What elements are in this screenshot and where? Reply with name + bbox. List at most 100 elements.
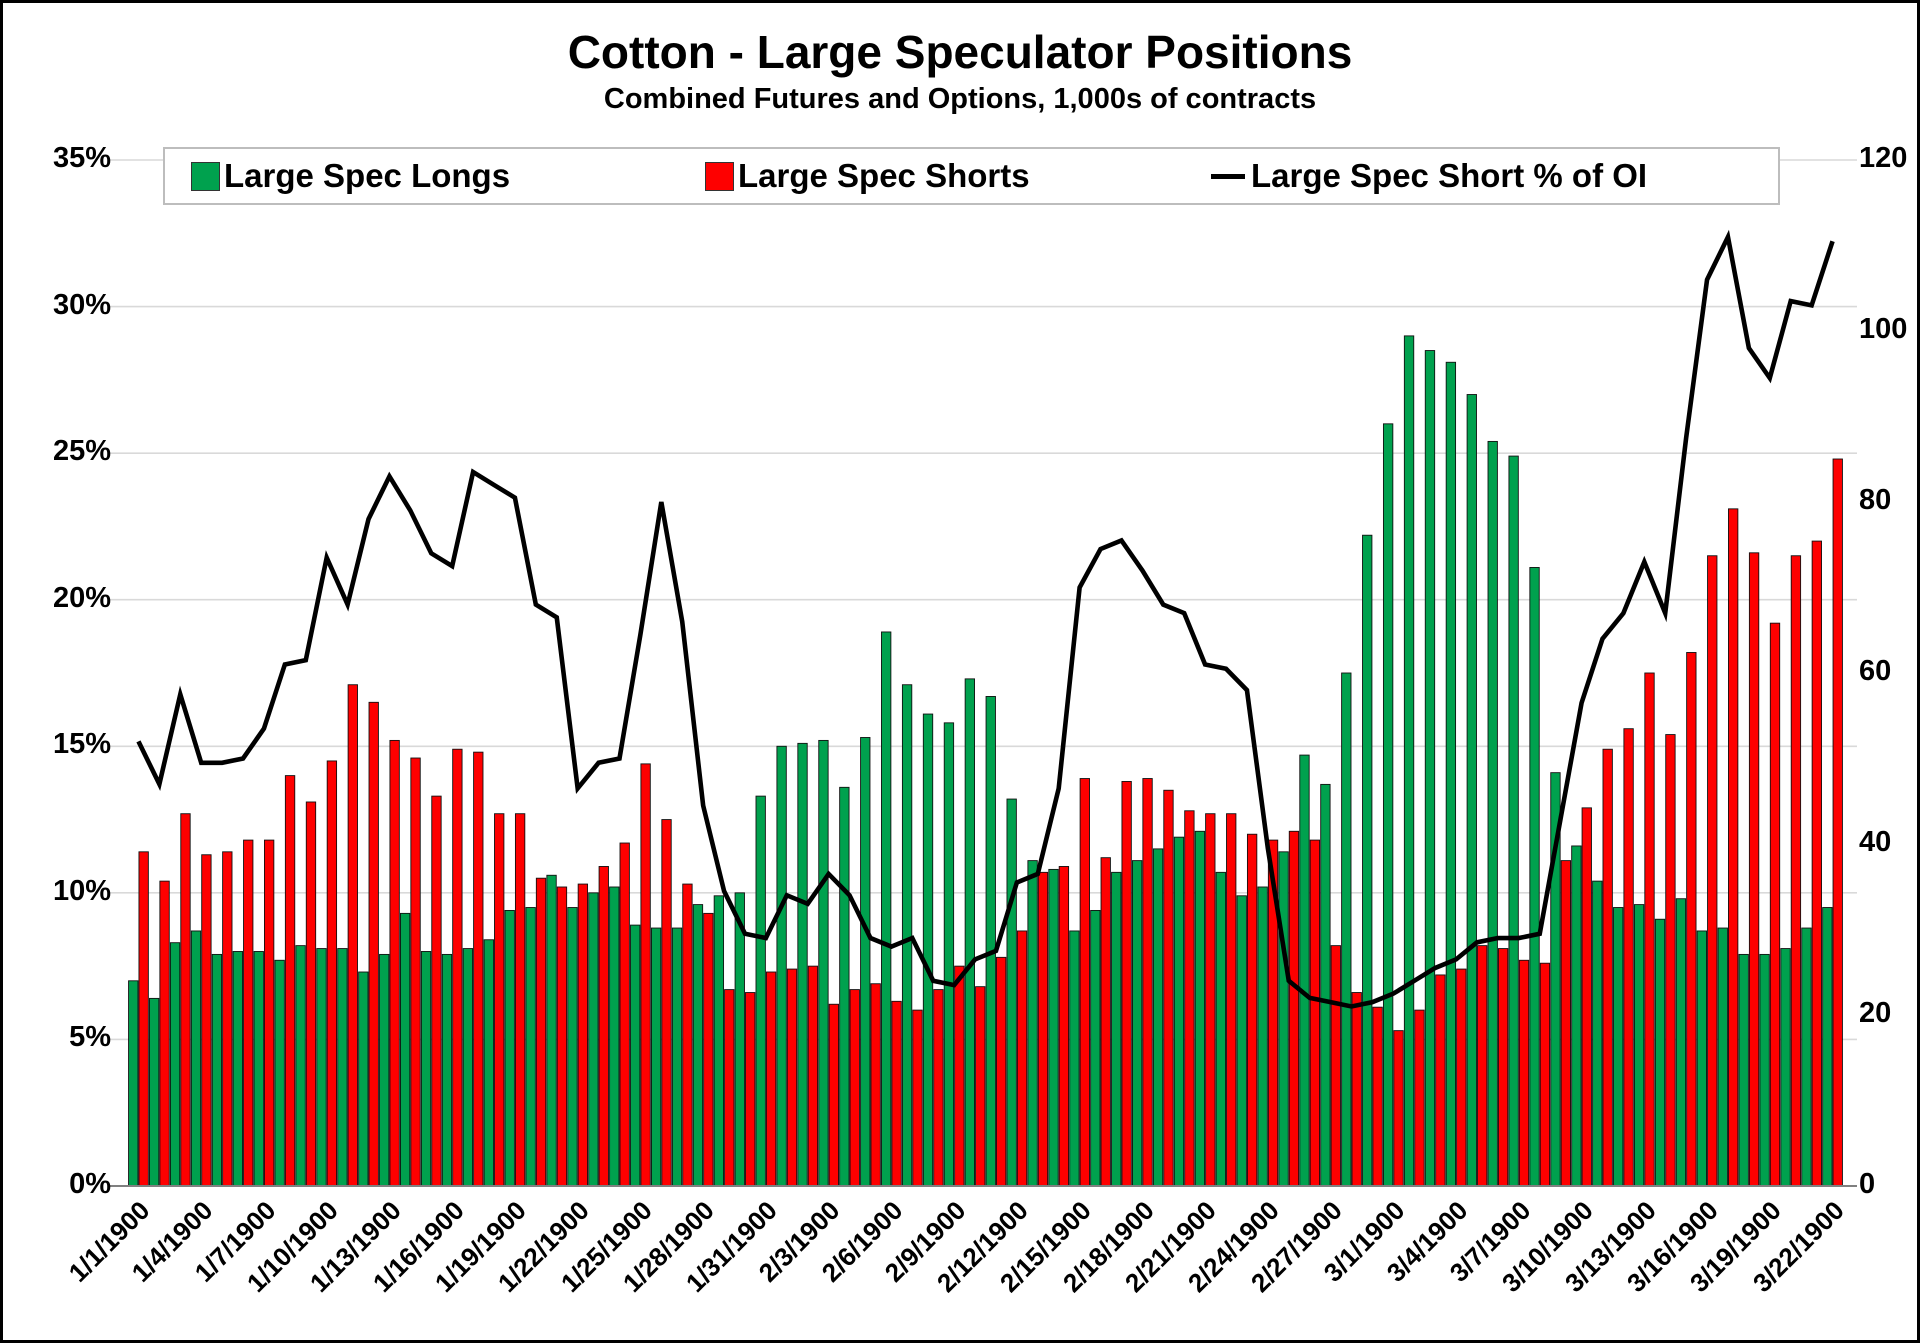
bar-short [326,760,338,1187]
bar-long [713,895,725,1187]
bar-long [1278,851,1289,1187]
bar-short [1372,1006,1383,1187]
bar-short [431,795,442,1187]
bar-short [1539,962,1551,1187]
bar-short [535,877,547,1187]
y-axis-label-left: 15% [52,728,111,761]
legend-line-label: Large Spec Short % of OI [1251,157,1648,194]
bar-short [975,986,986,1187]
bar-long [337,948,348,1187]
bar-long [797,742,808,1187]
bar-long [1780,948,1791,1187]
bar-short [263,839,275,1187]
bar-short [1184,810,1195,1187]
bar-long [149,997,160,1187]
bar-short [1079,778,1090,1187]
bar-long [1403,335,1415,1187]
bar-short [1644,672,1655,1187]
y-axis-label-right: 40 [1859,826,1892,858]
line-dash-icon [1211,173,1245,179]
bar-long [839,786,850,1187]
bar-long [860,737,871,1187]
bar-short [410,757,421,1187]
bar-long [1424,350,1436,1187]
bar-long [1822,907,1833,1187]
y-axis-label-right: 20 [1859,997,1892,1029]
bar-short [1728,508,1739,1187]
bar-long [901,684,913,1187]
bar-long [964,678,975,1187]
bar-short [1769,622,1781,1187]
bar-short [1016,930,1028,1187]
bar-long [1320,783,1331,1187]
bar-long [504,909,515,1187]
bar-short [1288,830,1300,1187]
bar-short [305,801,317,1187]
longs-swatch-icon [191,161,220,191]
bar-long [295,945,306,1187]
bar-short [284,775,296,1187]
bar-short [222,851,233,1187]
legend-item-shorts: Large Spec Shorts [705,149,1030,203]
bar-short [1686,652,1697,1187]
y-axis-label-left: 35% [52,142,111,174]
bar-long [1654,918,1666,1187]
legend-longs-label: Large Spec Longs [224,157,511,194]
legend-shorts-label: Large Spec Shorts [738,157,1030,194]
bar-long [1571,845,1582,1187]
bar-short [954,965,965,1187]
bar-long [379,953,390,1187]
bar-long [1132,860,1143,1187]
bar-short [786,968,798,1187]
bar-long [1445,361,1457,1187]
bar-long [818,739,829,1187]
bar-long [1801,927,1812,1187]
bar-short [1497,948,1509,1187]
legend: Large Spec Longs Large Spec Shorts Large… [163,147,1780,205]
bar-short [870,983,881,1187]
bar-long [441,953,453,1187]
bar-long [1090,909,1101,1187]
bar-long [483,939,494,1187]
bar-short [661,819,672,1187]
bar-long [1362,534,1373,1187]
bar-short [1623,728,1634,1187]
bar-long [1173,836,1185,1187]
bar-short [682,883,693,1187]
bar-short [1581,807,1592,1187]
bar-long [1633,904,1645,1187]
bar-long [169,942,181,1187]
y-axis-label-left: 5% [69,1021,111,1054]
bar-long [692,904,704,1187]
bar-long [609,886,620,1187]
bar-short [1309,839,1321,1187]
bar-short [1435,974,1446,1187]
bar-long [671,927,683,1187]
bar-long [1152,848,1164,1187]
bar-long [546,874,557,1187]
bar-short [1393,1030,1404,1187]
bar-short [912,1009,923,1187]
bar-long [1759,953,1770,1187]
bar-short [556,886,568,1187]
bar-short [1602,748,1613,1187]
bar-short [180,813,191,1187]
bar-long [1382,423,1394,1187]
bar-long [462,948,474,1187]
bar-short [201,854,212,1187]
bar-long [1717,927,1728,1187]
bar-long [985,696,996,1187]
bar-long [1215,871,1226,1187]
bar-long [776,745,787,1187]
bar-short [1477,945,1488,1187]
y-axis-label-right: 100 [1859,313,1908,345]
bar-short [1142,778,1153,1187]
bar-short [138,851,149,1187]
bar-long [1508,455,1519,1187]
bar-short [1037,871,1049,1187]
bar-long [588,892,599,1187]
bar-long [399,912,411,1187]
bar-short [640,763,651,1187]
bar-short [577,883,589,1187]
bar-long [650,927,662,1187]
